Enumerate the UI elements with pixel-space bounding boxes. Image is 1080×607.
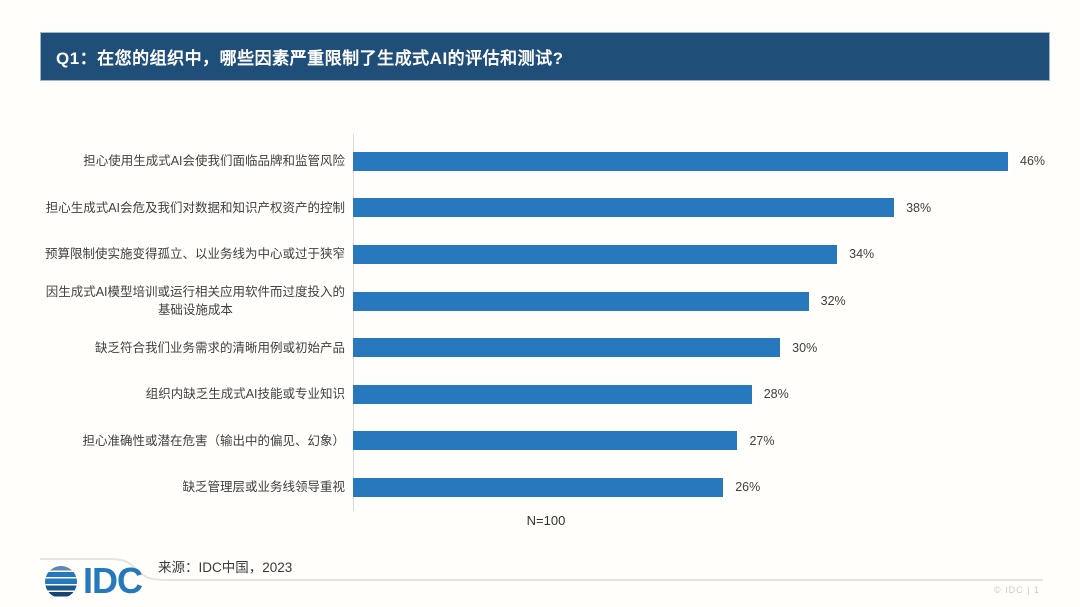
bar: [353, 477, 724, 497]
bar-label: 缺乏符合我们业务需求的清晰用例或初始产品: [94, 340, 345, 355]
footer-divider-curve: [40, 558, 1043, 581]
source-note: 来源：IDC中国，2023: [158, 560, 293, 575]
bar: [353, 198, 895, 218]
category-axis-line: [353, 134, 354, 511]
bar-label: 组织内缺乏生成式AI技能或专业知识: [145, 387, 345, 402]
chart-row: 缺乏管理层或业务线领导重视 26%: [0, 464, 1080, 511]
bar-value: 26%: [735, 480, 761, 495]
chart-row: 预算限制使实施变得孤立、以业务线为中心或过于狭窄 34%: [0, 231, 1080, 278]
chart-row: 因生成式AI模型培训或运行相关应用软件而过度投入的 基础设施成本 32%: [0, 278, 1080, 325]
question-banner: Q1：在您的组织中，哪些因素严重限制了生成式AI的评估和测试?: [40, 32, 1050, 81]
bar-value: 28%: [763, 387, 789, 402]
bar-label: 担心生成式AI会危及我们对数据和知识产权资产的控制: [45, 200, 345, 215]
bar-chart: 担心使用生成式AI会使我们面临品牌和监管风险 46% 担心生成式AI会危及我们对数据…: [0, 138, 1080, 511]
chart-row: 担心准确性或潜在危害（输出中的偏见、幻象） 27%: [0, 418, 1080, 465]
bar-label: 预算限制使实施变得孤立、以业务线为中心或过于狭窄: [44, 247, 345, 262]
bar: [353, 431, 738, 451]
bar: [353, 151, 1008, 171]
bar-value: 46%: [1020, 154, 1046, 169]
bar-value: 27%: [749, 433, 775, 448]
idc-logo: IDC: [42, 560, 143, 601]
chart-row: 担心生成式AI会危及我们对数据和知识产权资产的控制 38%: [0, 185, 1080, 232]
bar-value: 34%: [849, 247, 875, 262]
bar: [353, 244, 838, 264]
chart-row: 组织内缺乏生成式AI技能或专业知识 28%: [0, 371, 1080, 418]
bar: [353, 291, 809, 311]
bar-label: 担心使用生成式AI会使我们面临品牌和监管风险: [83, 154, 345, 169]
sample-size-note: N=100: [526, 513, 566, 528]
bar: [353, 338, 781, 358]
bar-label: 担心准确性或潜在危害（输出中的偏见、幻象）: [82, 433, 345, 448]
bar-value: 38%: [906, 200, 932, 215]
bar-value: 30%: [792, 340, 818, 355]
chart-row: 缺乏符合我们业务需求的清晰用例或初始产品 30%: [0, 324, 1080, 371]
bar-label: 因生成式AI模型培训或运行相关应用软件而过度投入的 基础设施成本: [45, 284, 345, 318]
page-info: © IDC | 1: [994, 585, 1040, 595]
idc-logo-text: IDC: [83, 560, 143, 601]
bar-value: 32%: [820, 294, 846, 309]
bar-label: 缺乏管理层或业务线领导重视: [182, 480, 345, 495]
question-title: Q1：在您的组织中，哪些因素严重限制了生成式AI的评估和测试?: [56, 49, 564, 68]
chart-row: 担心使用生成式AI会使我们面临品牌和监管风险 46%: [0, 138, 1080, 185]
idc-globe-icon: [45, 566, 77, 597]
bar: [353, 384, 752, 404]
